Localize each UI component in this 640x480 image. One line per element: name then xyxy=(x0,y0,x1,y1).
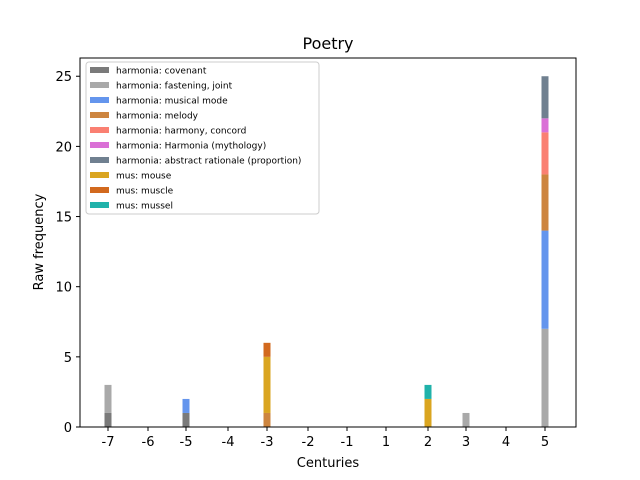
legend-label-harmonia-fastening-joint: harmonia: fastening, joint xyxy=(116,82,233,92)
legend-swatch-harmonia-harmonia-mythology xyxy=(90,142,109,148)
x-tick-label: 1 xyxy=(382,435,390,450)
bar-mus-mouse-x2 xyxy=(424,398,432,427)
chart-title: Poetry xyxy=(302,34,353,53)
legend-label-harmonia-covenant: harmonia: covenant xyxy=(116,67,207,77)
bar-harmonia-musical-mode-x-5 xyxy=(182,398,190,413)
bar-harmonia-fastening-joint-x5 xyxy=(541,328,549,427)
y-axis-label: Raw frequency xyxy=(32,193,47,290)
x-tick-label: -5 xyxy=(180,435,193,450)
bar-harmonia-harmony-concord-x5 xyxy=(541,132,549,175)
y-tick-label: 5 xyxy=(64,351,72,366)
x-axis-ticks: -7 -6 -5 -4 -3 -2 -1 1 2 3 4 5 xyxy=(102,427,549,450)
bar-mus-muscle-x-3 xyxy=(263,342,271,357)
bar-mus-mussel-x2 xyxy=(424,384,432,399)
y-tick-label: 15 xyxy=(55,211,72,226)
legend-swatch-mus-mussel xyxy=(90,202,109,208)
legend-label-harmonia-harmony-concord: harmonia: harmony, concord xyxy=(116,127,246,137)
x-tick-label: -3 xyxy=(261,435,274,450)
x-tick-label: -2 xyxy=(302,435,315,450)
bar-harmonia-fastening-joint-x-7 xyxy=(104,384,112,413)
legend-label-mus-muscle: mus: muscle xyxy=(116,187,174,197)
bar-harmonia-harmonia-mythology-x5 xyxy=(541,118,549,133)
plot-frame xyxy=(79,57,577,428)
bar-harmonia-covenant-x-7 xyxy=(104,412,112,427)
bars-group xyxy=(104,76,549,427)
legend-label-mus-mussel: mus: mussel xyxy=(116,202,173,212)
x-tick-label: 4 xyxy=(502,435,510,450)
y-tick-label: 25 xyxy=(55,70,72,85)
y-axis-ticks: 0 5 10 15 20 25 xyxy=(55,70,80,436)
bar-harmonia-abstract-rationale-proportion-x5 xyxy=(541,76,549,119)
legend-swatch-harmonia-covenant xyxy=(90,67,109,73)
bar-harmonia-covenant-x-5 xyxy=(182,412,190,427)
legend-box xyxy=(85,61,320,215)
y-tick-label: 10 xyxy=(55,281,72,296)
x-tick-label: -1 xyxy=(341,435,354,450)
legend-swatch-harmonia-harmony-concord xyxy=(90,127,109,133)
bar-harmonia-musical-mode-x5 xyxy=(541,230,549,329)
y-tick-label: 20 xyxy=(55,140,72,155)
legend-swatch-harmonia-musical-mode xyxy=(90,97,109,103)
legend-swatch-harmonia-abstract-rationale-proportion xyxy=(90,157,109,163)
x-tick-label: 2 xyxy=(424,435,432,450)
bar-mus-mouse-x-3 xyxy=(263,356,271,413)
legend-label-harmonia-harmonia-mythology: harmonia: Harmonia (mythology) xyxy=(116,142,266,152)
bar-harmonia-fastening-joint-x3 xyxy=(462,412,470,427)
legend: harmonia: covenant harmonia: fastening, j… xyxy=(85,61,320,215)
x-tick-label: 3 xyxy=(462,435,470,450)
legend-label-harmonia-musical-mode: harmonia: musical mode xyxy=(116,97,228,107)
x-tick-label: 5 xyxy=(541,435,549,450)
x-tick-label: -4 xyxy=(222,435,235,450)
y-tick-label: 0 xyxy=(64,421,72,436)
bar-harmonia-melody-x-3 xyxy=(263,412,271,427)
legend-swatch-mus-mouse xyxy=(90,172,109,178)
legend-label-harmonia-melody: harmonia: melody xyxy=(116,112,199,122)
legend-swatch-harmonia-fastening-joint xyxy=(90,82,109,88)
x-axis-label: Centuries xyxy=(297,456,360,471)
x-tick-label: -6 xyxy=(142,435,155,450)
legend-label-harmonia-abstract-rationale-proportion: harmonia: abstract rationale (proportion… xyxy=(116,157,301,167)
legend-label-mus-mouse: mus: mouse xyxy=(116,172,172,182)
legend-swatch-harmonia-melody xyxy=(90,112,109,118)
bar-harmonia-melody-x5 xyxy=(541,174,549,231)
x-tick-label: -7 xyxy=(102,435,115,450)
legend-swatch-mus-muscle xyxy=(90,187,109,193)
